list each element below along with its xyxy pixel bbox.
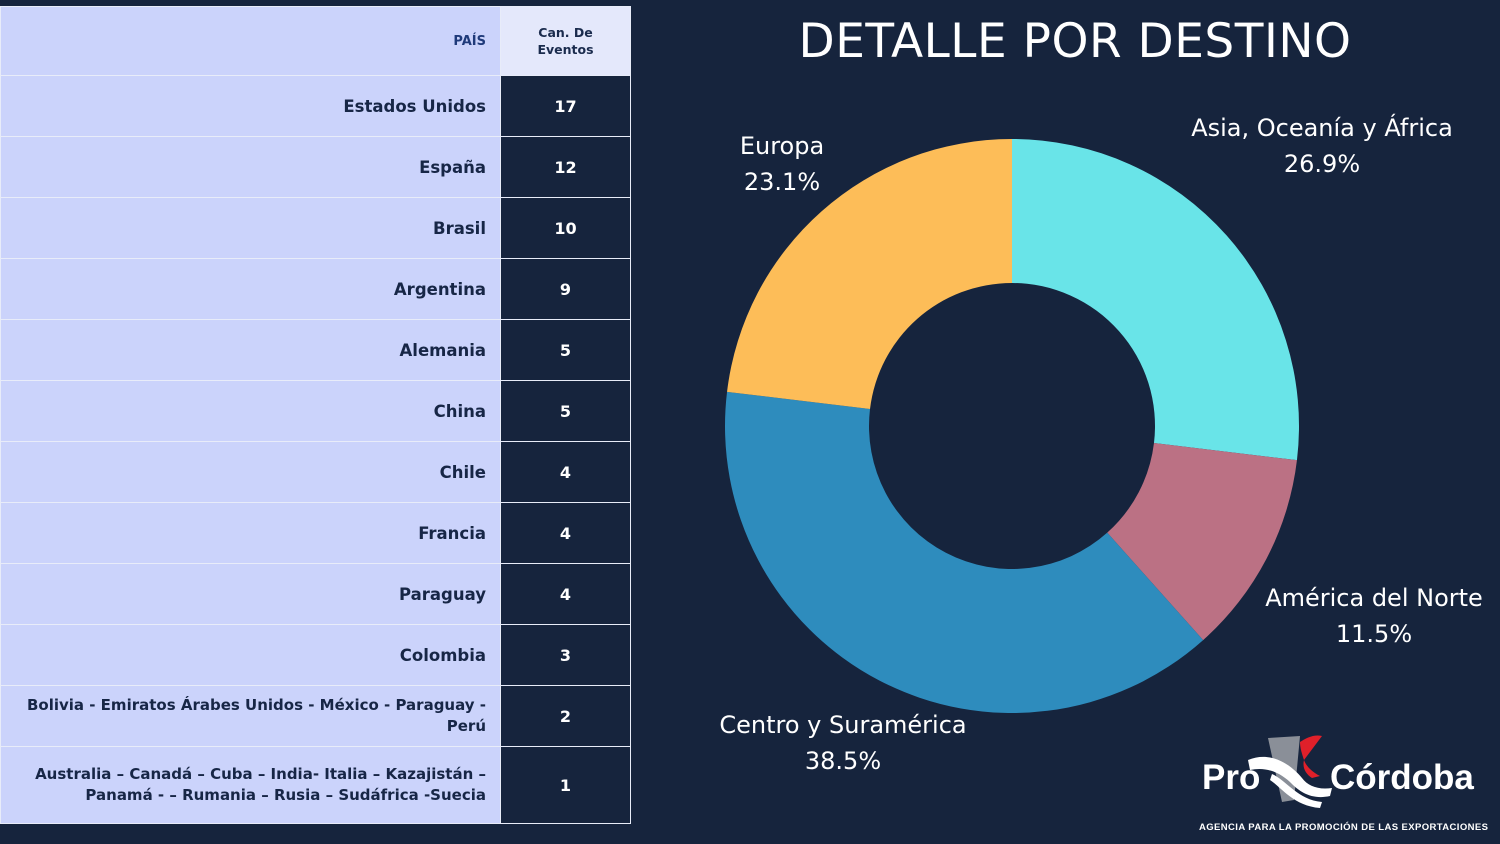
row-count: 9 [500,258,631,320]
row-count: 17 [500,75,631,137]
slice-label-north-america: América del Norte 11.5% [1254,580,1494,652]
row-country: Argentina [0,258,501,320]
row-country: China [0,380,501,442]
chart-title: DETALLE POR DESTINO [798,14,1352,69]
row-count: 12 [500,136,631,198]
logo-text-pro: Pro [1202,758,1261,797]
row-count: 4 [500,441,631,503]
slice-central-south-america [724,391,1204,714]
row-count: 4 [500,502,631,564]
row-count: 2 [500,685,631,747]
header-event-count-line2: Eventos [537,42,594,57]
table-row: Australia – Canadá – Cuba – India- Itali… [0,746,631,824]
row-count: 1 [500,746,631,824]
procordoba-logo: Pro Córdoba AGENCIA PARA LA PROMOCIÓN DE… [1196,730,1496,840]
table-row: Brasil 10 [0,197,631,259]
events-by-country-table: PAÍS Can. De Eventos Estados Unidos 17 E… [0,6,631,824]
row-country: España [0,136,501,198]
table-header-row: PAÍS Can. De Eventos [0,6,631,76]
slice-label-asia-oceania-africa: Asia, Oceanía y África 26.9% [1180,110,1464,182]
slice-europe [727,139,1012,409]
slice-label-name: Asia, Oceanía y África [1191,114,1453,142]
table-row: Paraguay 4 [0,563,631,625]
table-row: España 12 [0,136,631,198]
row-country: Estados Unidos [0,75,501,137]
header-country: PAÍS [0,6,501,76]
slice-label-name: Centro y Suramérica [719,711,967,739]
row-country: Colombia [0,624,501,686]
row-count: 4 [500,563,631,625]
table-row: Estados Unidos 17 [0,75,631,137]
slice-label-europe: Europa 23.1% [722,128,842,200]
row-country: Australia – Canadá – Cuba – India- Itali… [0,746,501,824]
slice-label-value: 26.9% [1283,150,1361,178]
row-count: 5 [500,319,631,381]
row-country-line2: Panamá - – Rumania – Rusia – Sudáfrica -… [85,786,486,804]
slice-label-value: 38.5% [804,747,882,775]
slice-label-name: América del Norte [1265,584,1483,612]
logo-tagline: AGENCIA PARA LA PROMOCIÓN DE LAS EXPORTA… [1199,822,1489,833]
table-row: Alemania 5 [0,319,631,381]
slice-asia-oceania-africa [1012,139,1299,461]
row-country: Alemania [0,319,501,381]
table-row: Argentina 9 [0,258,631,320]
table-row: China 5 [0,380,631,442]
slice-label-value: 11.5% [1335,620,1413,648]
slice-label-central-south-america: Centro y Suramérica 38.5% [700,707,986,779]
slice-north-america [1107,443,1297,641]
row-count: 5 [500,380,631,442]
row-country: Chile [0,441,501,503]
logo-ribbon-icon [1248,735,1332,808]
row-country-line1: Australia – Canadá – Cuba – India- Itali… [35,765,486,783]
row-count: 10 [500,197,631,259]
row-country: Francia [0,502,501,564]
table-row: Francia 4 [0,502,631,564]
table-row: Bolivia - Emiratos Árabes Unidos - Méxic… [0,685,631,747]
header-event-count-line1: Can. De [538,25,593,40]
row-count: 3 [500,624,631,686]
table-row: Chile 4 [0,441,631,503]
header-event-count: Can. De Eventos [500,6,631,76]
table-row: Colombia 3 [0,624,631,686]
slice-label-name: Europa [739,132,825,160]
logo-text-cordoba: Córdoba [1330,758,1474,797]
slice-label-value: 23.1% [743,168,821,196]
row-country: Bolivia - Emiratos Árabes Unidos - Méxic… [0,685,501,747]
row-country: Paraguay [0,563,501,625]
row-country: Brasil [0,197,501,259]
